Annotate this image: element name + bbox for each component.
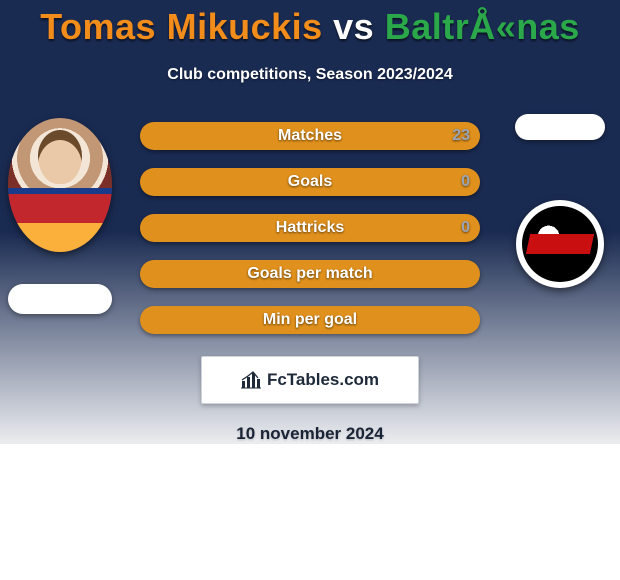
left-player-column bbox=[0, 114, 120, 314]
stat-bar-min_per_goal: Min per goal bbox=[140, 306, 480, 334]
date-text: 10 november 2024 bbox=[0, 424, 620, 444]
stat-bar-goals: Goals 0 bbox=[140, 168, 480, 196]
page-title: Tomas Mikuckis vs BaltrÅ«nas bbox=[0, 0, 620, 48]
comparison-stage: Matches 23 Goals 0 Hattricks 0 Goals per match… bbox=[0, 114, 620, 334]
left-player-photo bbox=[8, 118, 112, 252]
stat-bar-goals_per_match: Goals per match bbox=[140, 260, 480, 288]
title-part: vs bbox=[323, 6, 385, 47]
title-part: Tomas Mikuckis bbox=[40, 6, 322, 47]
stat-bar-hattricks: Hattricks 0 bbox=[140, 214, 480, 242]
stat-bar-matches: Matches 23 bbox=[140, 122, 480, 150]
stat-bar-right-value: 23 bbox=[452, 127, 470, 145]
left-name-chip bbox=[8, 284, 112, 314]
right-club-logo bbox=[516, 200, 604, 288]
stat-bars: Matches 23 Goals 0 Hattricks 0 Goals per match… bbox=[140, 114, 480, 334]
stat-bar-right-value: 0 bbox=[461, 173, 470, 191]
bar-chart-icon bbox=[241, 371, 261, 389]
right-name-chip bbox=[515, 114, 605, 140]
title-part: BaltrÅ«nas bbox=[385, 6, 580, 47]
stat-bar-label: Min per goal bbox=[263, 311, 357, 329]
stat-bar-label: Matches bbox=[278, 127, 342, 145]
page-subtitle: Club competitions, Season 2023/2024 bbox=[0, 66, 620, 84]
stat-bar-label: Goals per match bbox=[247, 265, 372, 283]
brand-badge: FcTables.com bbox=[201, 356, 419, 404]
right-player-column bbox=[500, 114, 620, 288]
stat-bar-label: Hattricks bbox=[276, 219, 344, 237]
brand-text: FcTables.com bbox=[267, 370, 379, 390]
stat-bar-right-value: 0 bbox=[461, 219, 470, 237]
stat-bar-label: Goals bbox=[288, 173, 332, 191]
lower-pad bbox=[0, 444, 620, 580]
